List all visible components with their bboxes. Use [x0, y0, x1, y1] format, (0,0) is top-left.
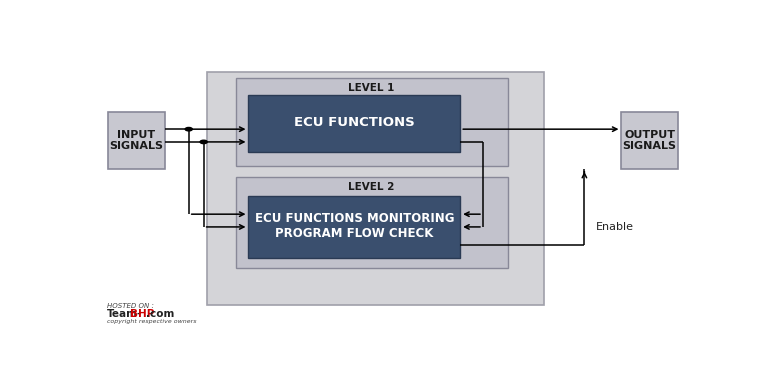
- Text: Enable: Enable: [596, 222, 634, 232]
- Bar: [621, 112, 678, 169]
- Text: Team-: Team-: [107, 309, 142, 319]
- Text: BHP: BHP: [129, 309, 154, 319]
- Bar: [249, 95, 460, 152]
- Bar: [236, 78, 508, 166]
- Text: ECU FUNCTIONS: ECU FUNCTIONS: [294, 116, 415, 130]
- Text: LEVEL 2: LEVEL 2: [347, 182, 394, 192]
- Text: ECU FUNCTIONS MONITORING
PROGRAM FLOW CHECK: ECU FUNCTIONS MONITORING PROGRAM FLOW CH…: [255, 212, 454, 240]
- Bar: [108, 112, 165, 169]
- Text: LEVEL 1: LEVEL 1: [347, 83, 394, 93]
- Text: HOSTED ON :: HOSTED ON :: [107, 303, 154, 309]
- Bar: [249, 196, 460, 258]
- Circle shape: [200, 140, 207, 144]
- Text: .com: .com: [146, 309, 174, 319]
- Bar: [236, 177, 508, 268]
- Text: OUTPUT
SIGNALS: OUTPUT SIGNALS: [623, 130, 677, 151]
- Text: copyright respective owners: copyright respective owners: [107, 319, 196, 324]
- Text: INPUT
SIGNALS: INPUT SIGNALS: [109, 130, 163, 151]
- Circle shape: [185, 127, 192, 131]
- Bar: [206, 72, 544, 305]
